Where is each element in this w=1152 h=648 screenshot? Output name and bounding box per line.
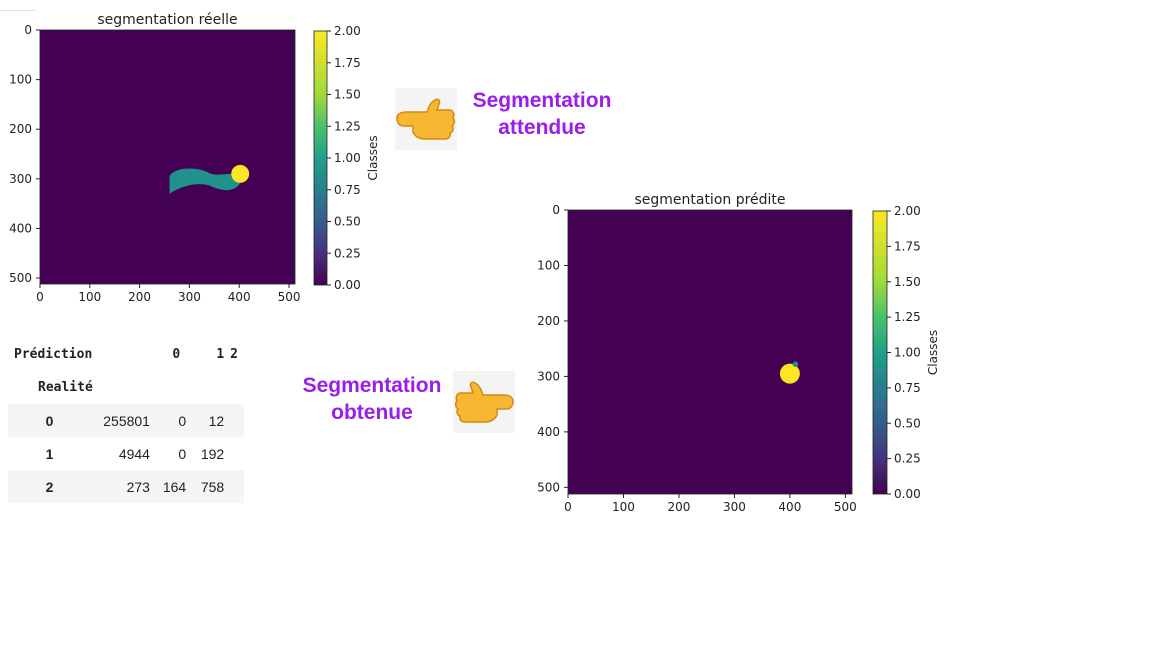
colorbar-tick-label: 0.75 [334, 183, 361, 197]
y-tick-label: 200 [9, 122, 32, 136]
y-tick-label: 200 [537, 314, 560, 328]
colorbar-tick-label: 1.75 [334, 56, 361, 70]
colorbar-tick-label: 1.25 [334, 119, 361, 133]
chart-title: segmentation réelle [97, 12, 237, 28]
header-prediction: Prédiction [14, 346, 93, 362]
x-tick-label: 500 [278, 290, 301, 304]
y-tick-label: 500 [9, 271, 32, 285]
column-header: 2 [230, 346, 238, 362]
table-subheader-row: Realité [8, 370, 244, 404]
hand-pointing-left-icon [395, 88, 457, 150]
callout-expected-line2: attendue [498, 116, 586, 139]
table-cell: 273 [126, 478, 150, 495]
table-cell: 192 [200, 445, 225, 462]
colorbar-tick-label: 0.25 [334, 246, 361, 260]
table-cell: 4944 [118, 445, 150, 462]
x-tick-label: 100 [78, 290, 101, 304]
x-tick-label: 0 [564, 500, 572, 514]
table-row: 0 255801 0 12 [8, 404, 244, 437]
table-row: 2 273 164 758 [8, 470, 244, 503]
table-cell: 0 [178, 412, 187, 429]
colorbar-tick-label: 0.50 [334, 215, 361, 229]
colorbar-label: Classes [926, 330, 940, 375]
row-label: 0 [45, 412, 54, 429]
column-header: 1 [216, 346, 225, 362]
x-tick-label: 400 [778, 500, 801, 514]
colorbar-tick-label: 1.00 [334, 151, 361, 165]
colorbar-tick-label: 1.50 [334, 88, 361, 102]
row-label: 2 [45, 478, 54, 495]
x-tick-label: 200 [667, 500, 690, 514]
y-tick-label: 100 [537, 258, 560, 272]
colorbar-tick-label: 2.00 [334, 24, 361, 38]
x-tick-label: 200 [128, 290, 151, 304]
row-label: 1 [45, 445, 54, 462]
y-tick-label: 0 [552, 203, 560, 217]
colorbar-tick-label: 2.00 [894, 204, 921, 218]
x-tick-label: 0 [36, 290, 44, 304]
y-tick-label: 100 [9, 73, 32, 87]
plot-predicted-segmentation: segmentation prédite 0 100 200 300 400 500 0 100… [537, 192, 940, 514]
plot-real-segmentation: segmentation réelle 0 100 200 300 400 500 0 100 2… [9, 12, 380, 304]
x-tick-label: 300 [723, 500, 746, 514]
colorbar-label: Classes [366, 135, 380, 180]
callout-obtained-line2: obtenue [331, 401, 413, 424]
y-tick-label: 500 [537, 480, 560, 494]
colorbar-tick-label: 1.00 [894, 346, 921, 360]
header-reality: Realité [38, 379, 93, 395]
callout-expected: Segmentation attendue [466, 87, 618, 141]
colorbar-tick-label: 0.75 [894, 381, 921, 395]
table-cell: 758 [200, 478, 225, 495]
y-tick-label: 0 [24, 23, 32, 37]
axes-frame [567, 209, 853, 495]
callout-obtained-line1: Segmentation [302, 374, 442, 397]
table-cell: 12 [208, 412, 225, 429]
colorbar-tick-label: 0.25 [894, 452, 921, 466]
heatmap-region [792, 361, 799, 367]
y-tick-label: 400 [9, 221, 32, 235]
column-header: 0 [172, 346, 181, 362]
colorbar-tick-label: 0.00 [334, 278, 361, 292]
heatmap-background [568, 210, 852, 494]
table-header-row: Prédiction 0 1 2 [8, 338, 244, 370]
confusion-matrix: Prédiction 0 1 2 Realité 0 255801 0 12 1… [8, 338, 244, 503]
axes-frame [39, 29, 296, 285]
heatmap-region [231, 164, 250, 183]
callout-expected-line1: Segmentation [472, 89, 612, 112]
x-tick-label: 100 [612, 500, 635, 514]
table-row: 1 4944 0 192 [8, 437, 244, 470]
heatmap-region [779, 363, 800, 384]
colorbar-tick-label: 0.50 [894, 416, 921, 430]
top-divider [0, 10, 36, 11]
colorbar-tick-label: 1.25 [894, 310, 921, 324]
table-cell: 255801 [103, 412, 150, 429]
heatmap-region [169, 168, 242, 194]
colorbar-tick-label: 1.75 [894, 239, 921, 253]
colorbar [313, 30, 328, 286]
x-tick-label: 300 [178, 290, 201, 304]
table-cell: 0 [178, 445, 187, 462]
colorbar-tick-label: 1.50 [894, 275, 921, 289]
x-tick-label: 400 [228, 290, 251, 304]
y-tick-label: 300 [9, 172, 32, 186]
chart-title: segmentation prédite [634, 192, 785, 208]
table-cell: 164 [162, 478, 187, 495]
colorbar [872, 210, 888, 495]
x-tick-label: 500 [834, 500, 857, 514]
callout-obtained: Segmentation obtenue [296, 372, 448, 426]
y-tick-label: 400 [537, 425, 560, 439]
colorbar-tick-label: 0.00 [894, 487, 921, 501]
heatmap-background [40, 30, 295, 284]
hand-pointing-right-icon [453, 371, 515, 433]
y-tick-label: 300 [537, 369, 560, 383]
